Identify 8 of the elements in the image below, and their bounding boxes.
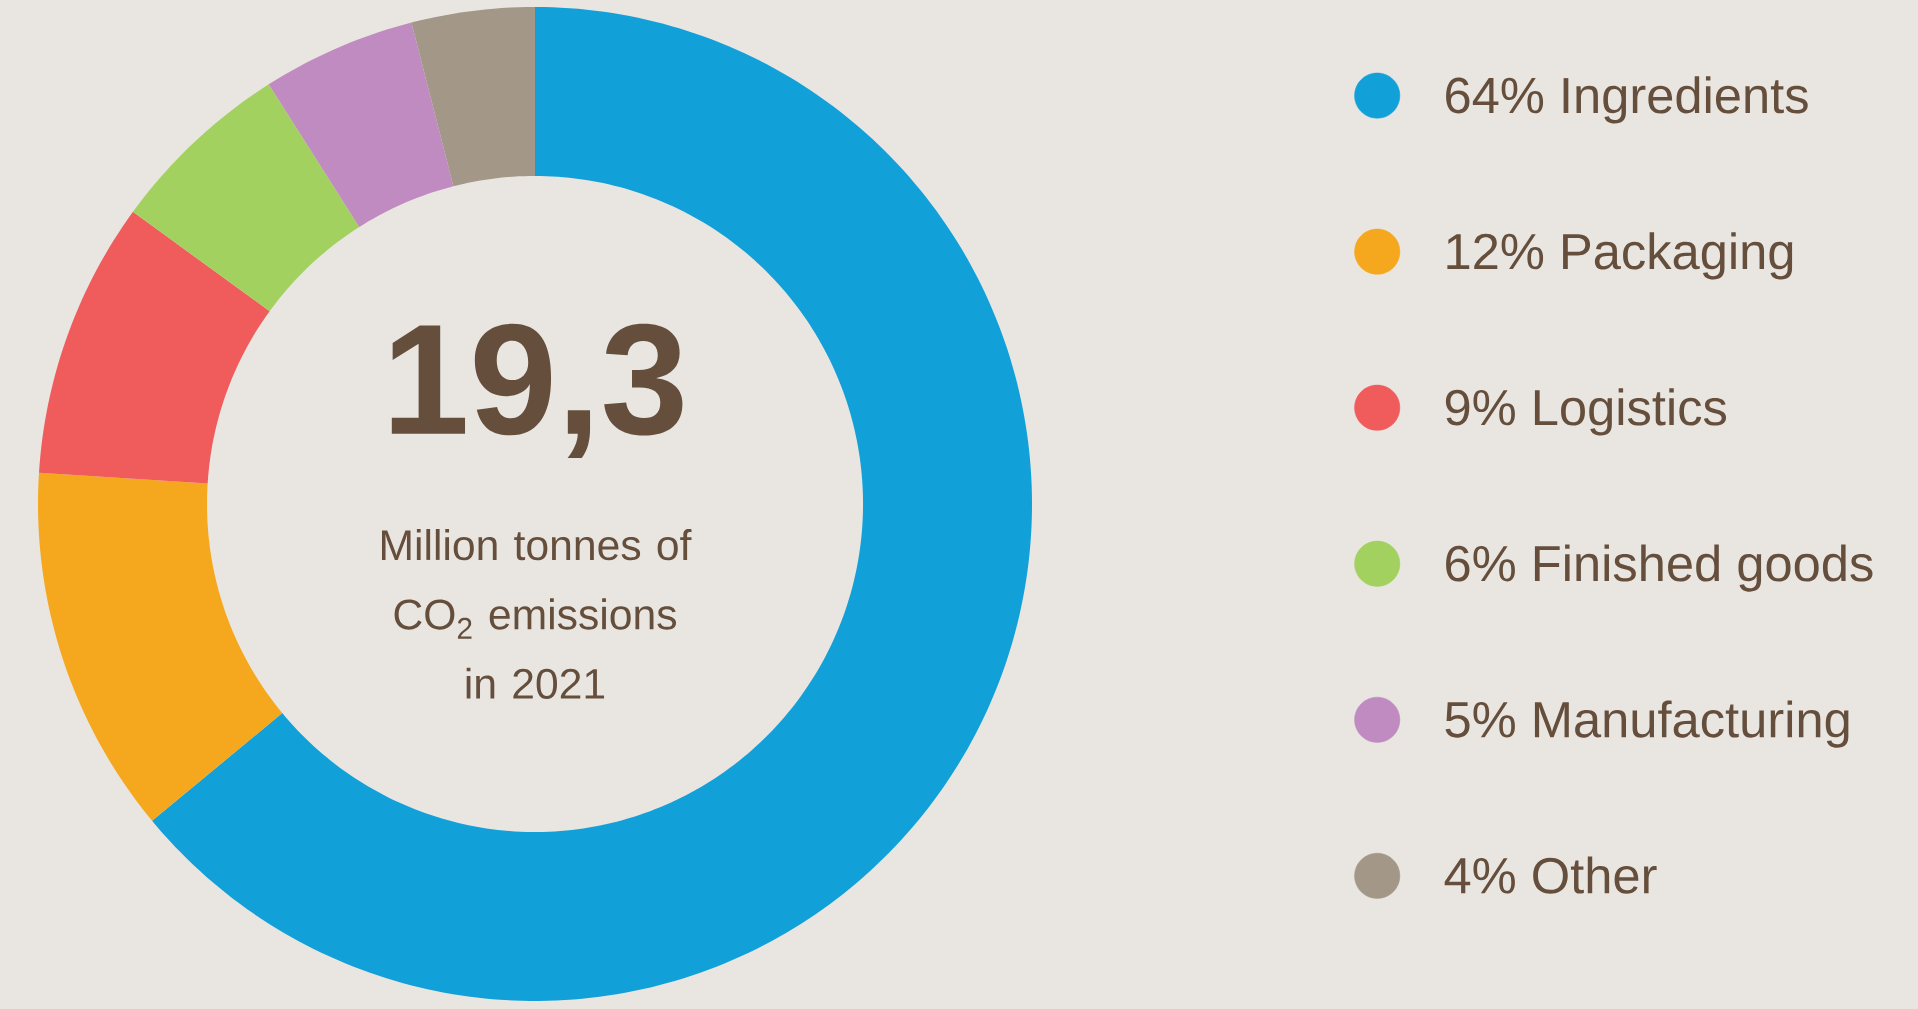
legend-label: 12% Packaging	[1447, 232, 1793, 280]
legend-label: 4% Other	[1444, 856, 1657, 894]
text: 19,3	[391, 323, 683, 459]
legend-label: 5% Manufacturing	[1445, 700, 1849, 748]
legend-label: 64% Ingredients	[1446, 76, 1808, 124]
legend-label: 6% Finished goods	[1446, 544, 1873, 592]
text: Million tonnes of CO$_{2}$ emissions in 2021	[381, 528, 692, 699]
legend-label: 9% Logistics	[1445, 388, 1727, 436]
